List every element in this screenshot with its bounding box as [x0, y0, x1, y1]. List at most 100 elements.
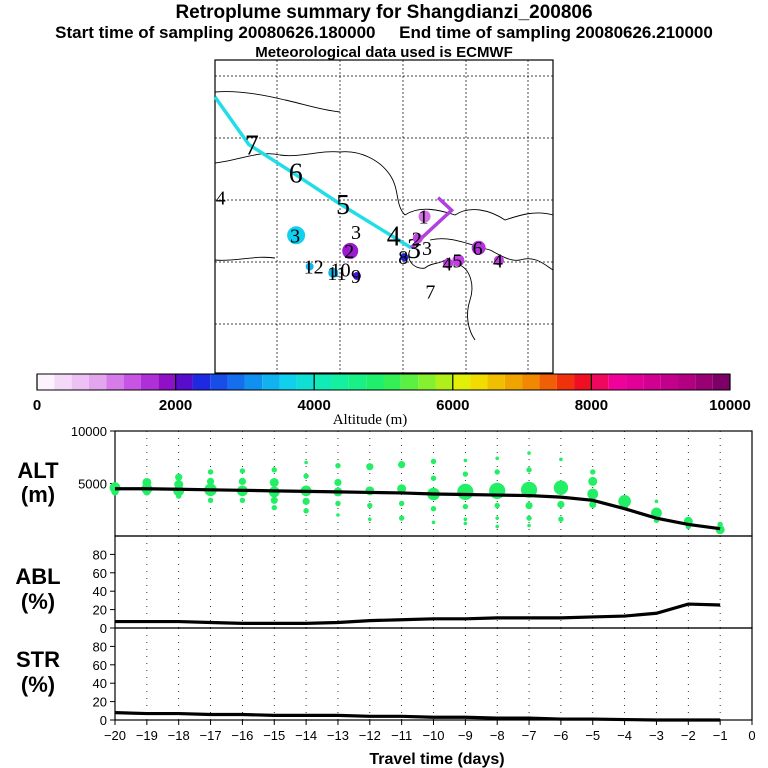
alt-point: [527, 451, 531, 455]
alt-point: [430, 506, 437, 512]
altitude-colorbar: 0 2000 4000 6000 8000 10000: [33, 373, 751, 414]
colorbar-segment: [106, 374, 124, 390]
cluster-label: 5: [452, 250, 462, 272]
colorbar-label: Altitude (m): [333, 412, 408, 428]
colorbar-segment: [574, 374, 592, 390]
y-tick-label: 5000: [78, 477, 107, 492]
x-tick-label: −1: [713, 728, 728, 743]
y-tick-label: 0: [100, 713, 107, 728]
colorbar-segment: [470, 374, 488, 390]
series-line: [115, 602, 721, 626]
abl-panel: 0 20 40 60 80: [93, 535, 753, 636]
alt-point: [462, 503, 469, 510]
series-line: [114, 711, 721, 722]
cluster-label: 11: [327, 263, 346, 285]
colorbar-segment: [331, 374, 349, 390]
colorbar-segment: [626, 374, 644, 390]
x-tick-label: −2: [681, 728, 696, 743]
colorbar-segment: [192, 374, 211, 390]
coast-5: [459, 264, 476, 341]
colorbar-tick-label: 2000: [159, 397, 192, 414]
cluster-label: 6: [473, 238, 483, 260]
colorbar-segment: [591, 374, 609, 390]
alt-point: [494, 469, 500, 475]
alt-point: [495, 456, 500, 461]
track-label: 5: [336, 190, 350, 221]
y-tick-label: 10000: [71, 424, 107, 439]
x-tick-label: −13: [327, 728, 349, 743]
alt-point: [651, 507, 662, 519]
colorbar-segment: [37, 374, 55, 390]
alt-point: [206, 477, 215, 485]
x-tick-label: −10: [422, 728, 444, 743]
colorbar-segment: [383, 374, 401, 390]
alt-point: [207, 469, 214, 475]
alt-point: [271, 504, 277, 511]
y-tick-label: 60: [93, 658, 107, 673]
chart-title: Retroplume summary for Shangdianzi_20080…: [175, 2, 593, 23]
cluster-dot: [493, 255, 504, 266]
alt-point: [302, 497, 310, 505]
alt-point: [367, 502, 373, 509]
sampling-times: Start time of sampling 20080626.180000 E…: [0, 23, 768, 43]
alt-point: [588, 476, 598, 486]
x-tick-label: −3: [649, 728, 664, 743]
alt-point: [525, 501, 533, 510]
cluster-label: 3: [290, 225, 300, 247]
colorbar-segment: [487, 374, 505, 390]
cluster-label: 4: [442, 253, 452, 275]
colorbar-segment: [522, 374, 540, 390]
coast-2: [214, 91, 341, 113]
x-tick-label: −12: [359, 728, 381, 743]
y-tick-label: 40: [93, 584, 107, 599]
colorbar-segment: [712, 374, 730, 390]
alt-point: [176, 493, 182, 499]
colorbar-tick-label: 10000: [709, 397, 751, 414]
colorbar-segment: [400, 374, 419, 390]
alt-point: [494, 502, 500, 509]
alt-point: [303, 508, 309, 514]
alt-point: [270, 496, 278, 504]
alt-point: [304, 460, 308, 465]
cluster-dot: [471, 240, 486, 255]
colorbar-segment: [452, 374, 471, 390]
colorbar-segment: [88, 374, 107, 390]
panel-frame: [114, 627, 753, 721]
cluster-label: 8: [398, 247, 408, 269]
colorbar-segment: [314, 374, 332, 390]
colorbar-segment: [296, 374, 315, 390]
x-tick-label: −5: [585, 728, 600, 743]
str-ylabel-1: STR: [16, 647, 60, 672]
x-tick-label: −14: [295, 728, 317, 743]
alt-point: [398, 515, 405, 521]
alt-point: [589, 500, 597, 509]
alt-ylabel-2: (m): [21, 482, 55, 507]
cluster-label: 9: [351, 266, 361, 288]
alt-point: [336, 513, 340, 517]
colorbar-segment: [418, 374, 436, 390]
alt-point: [587, 488, 599, 500]
x-tick-label: −15: [263, 728, 285, 743]
alt-point: [462, 471, 469, 477]
alt-point: [335, 462, 341, 469]
cluster-label: 4: [493, 250, 503, 272]
alt-point: [239, 497, 246, 503]
x-tick-label: −4: [617, 728, 632, 743]
alt-point: [368, 517, 372, 521]
x-tick-label: −20: [104, 728, 126, 743]
cluster-dot: [287, 226, 306, 245]
y-tick-label: 0: [100, 621, 107, 636]
end-time-label: End time of sampling 20080626.210000: [399, 23, 713, 42]
x-tick-label: −16: [231, 728, 253, 743]
alt-point: [175, 473, 183, 481]
alt-point: [557, 500, 565, 509]
x-tick-label: −18: [168, 728, 190, 743]
colorbar-tick-label: 4000: [298, 397, 331, 414]
alt-point: [207, 497, 214, 503]
colorbar-segment: [643, 374, 661, 390]
y-tick-label: 80: [93, 639, 107, 654]
x-tick-label: −8: [490, 728, 505, 743]
colorbar-segment: [348, 374, 367, 390]
